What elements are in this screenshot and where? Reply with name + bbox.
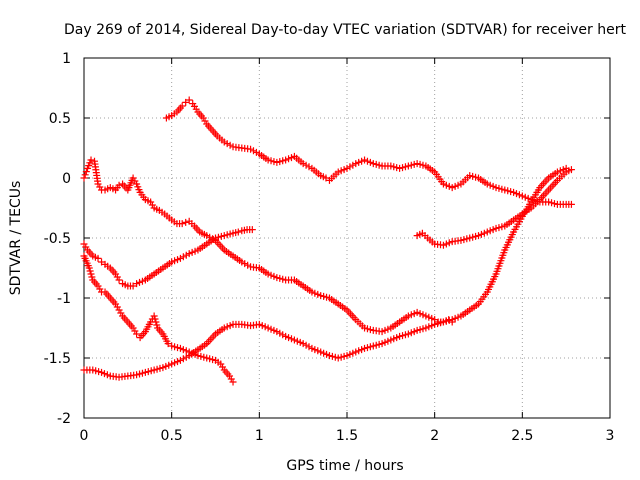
track-c-point bbox=[85, 264, 93, 272]
x-tick-label: 0 bbox=[80, 428, 89, 444]
x-tick-label: 2 bbox=[430, 428, 439, 444]
track-c-sample bbox=[87, 270, 95, 278]
track-e-point bbox=[567, 200, 575, 208]
track-b-point bbox=[234, 228, 242, 236]
track-c-sample bbox=[88, 273, 96, 281]
track-c-sample bbox=[152, 318, 160, 326]
x-tick-label: 3 bbox=[606, 428, 615, 444]
track-b-point bbox=[98, 258, 106, 266]
y-tick-label: -0.5 bbox=[44, 231, 71, 247]
track-e-point bbox=[185, 96, 193, 104]
track-b-point bbox=[115, 276, 123, 284]
y-tick-label: -2 bbox=[57, 411, 71, 427]
x-tick-label: 2.5 bbox=[511, 428, 533, 444]
axis-ticks: 0 0.5 1 1.5 2 2.5 3 -2 -1.5 -1 -0.5 0 0.5 1 bbox=[44, 51, 615, 444]
y-axis-label: SDTVAR / TECUs bbox=[8, 181, 24, 296]
track-c-point bbox=[229, 378, 237, 386]
track-b-point bbox=[129, 282, 137, 290]
y-tick-label: -1.5 bbox=[44, 351, 71, 367]
y-tick-label: 1 bbox=[62, 51, 71, 67]
track-a-point bbox=[115, 181, 123, 189]
x-tick-label: 1 bbox=[255, 428, 264, 444]
track-e-point bbox=[182, 98, 190, 106]
data-marks bbox=[80, 96, 575, 386]
track-a-point bbox=[87, 156, 95, 164]
track-c-sample bbox=[153, 321, 161, 329]
track-e-point bbox=[178, 102, 186, 110]
chart-title: Day 269 of 2014, Sidereal Day-to-day VTE… bbox=[64, 22, 626, 38]
track-a-point bbox=[178, 220, 186, 228]
track-c-point bbox=[150, 312, 158, 320]
track-a-sample bbox=[182, 218, 190, 226]
track-c-sample bbox=[86, 267, 94, 275]
track-c-sample bbox=[151, 315, 159, 323]
grid-lines bbox=[84, 58, 610, 418]
track-c-point bbox=[164, 340, 172, 348]
x-axis-label: GPS time / hours bbox=[286, 458, 403, 474]
track-f-point bbox=[567, 166, 575, 174]
y-tick-label: 0.5 bbox=[49, 111, 71, 127]
y-tick-label: 0 bbox=[62, 171, 71, 187]
y-tick-label: -1 bbox=[57, 291, 71, 307]
track-a-point bbox=[80, 174, 88, 182]
track-b-point bbox=[248, 226, 256, 234]
track-a-sample bbox=[82, 168, 90, 176]
x-tick-label: 0.5 bbox=[161, 428, 183, 444]
track-a-sample bbox=[81, 171, 89, 179]
track-c-point bbox=[133, 330, 141, 338]
x-tick-label: 1.5 bbox=[336, 428, 358, 444]
track-b-point bbox=[94, 254, 102, 262]
